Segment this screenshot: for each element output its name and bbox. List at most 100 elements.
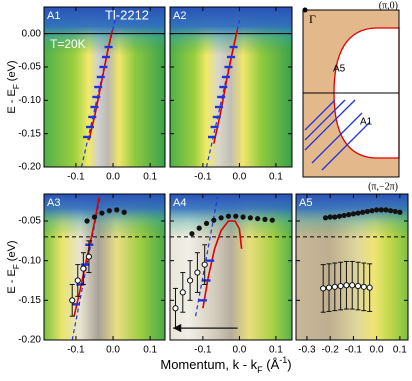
edc-peak (346, 212, 352, 218)
annotation: T=20K (50, 37, 86, 51)
panel-frame (43, 193, 166, 341)
hump-peak (194, 269, 201, 276)
hump-peak (331, 283, 338, 290)
y-axis-label-part: (eV) (6, 60, 18, 84)
y-tick-label: -0.05 (18, 216, 41, 227)
edc-peak (397, 209, 403, 215)
edc-peak (392, 208, 398, 215)
y-tick-label: -0.15 (18, 295, 41, 306)
hump-peak (186, 277, 194, 284)
plot-area (170, 194, 292, 340)
hump-peak (201, 261, 208, 268)
zone-label: (π,0) (379, 0, 398, 11)
edc-peak (269, 217, 275, 223)
intensity-map-top (170, 7, 292, 167)
panel-label: A3 (47, 197, 60, 209)
hump-peak (349, 282, 356, 289)
panel: -0.3 -0.2 -0.1 0.0 0.1 A5 (295, 193, 409, 356)
edc-peak (211, 217, 217, 223)
x-tick-label: 0.1 (393, 345, 407, 356)
plot-area (170, 7, 292, 167)
x-tick-label: 0.1 (143, 172, 157, 183)
hump-peak (337, 282, 344, 290)
cut-lines (304, 99, 371, 171)
panel-label: A2 (173, 10, 186, 22)
y-tick-label: -0.05 (18, 62, 41, 73)
panel-label: A1 (47, 10, 60, 22)
edc-peak (364, 208, 370, 215)
edc-peak (341, 212, 347, 219)
zone-label: (π,−2π) (368, 181, 398, 192)
y-tick-label: -0.10 (18, 95, 41, 106)
hump-peak (85, 253, 93, 260)
edc-peak (240, 214, 246, 220)
x-axis-label-part: ) (287, 357, 291, 372)
plot-area (44, 194, 165, 340)
y-axis-label-part: F (12, 264, 21, 269)
y-axis-label-part: E - E (6, 269, 18, 293)
edc-peak (99, 210, 105, 216)
panel-label: A5 (299, 197, 312, 209)
hump-peak (320, 285, 327, 292)
edc-peak (203, 220, 210, 226)
edc-peak (360, 209, 366, 215)
edc-peak (262, 216, 268, 222)
dispersion-line (88, 30, 114, 141)
edc-peak (91, 214, 98, 220)
y-axis-label: E - EF (eV) (6, 240, 21, 293)
edc-peak (355, 210, 361, 216)
y-axis-label-part: (eV) (6, 240, 18, 264)
intensity-map-top (44, 7, 165, 167)
y-axis-label-part: F (12, 84, 21, 89)
edc-peak (121, 209, 127, 215)
x-tick-label: -0.1 (194, 172, 212, 183)
hump-peak (366, 284, 373, 291)
edc-peak (225, 213, 232, 219)
y-tick-label: -0.15 (18, 128, 41, 139)
edc-peak (189, 231, 195, 237)
hump-peak (74, 277, 81, 284)
panel: -0.1 0.0 0.1 A2 (169, 6, 293, 183)
y-tick-label: -0.10 (18, 255, 41, 266)
x-tick-label: -0.2 (322, 345, 340, 356)
x-tick-label: 0.0 (370, 345, 384, 356)
hump-peak (172, 305, 179, 312)
x-axis-label-part: Momentum, k - k (160, 357, 257, 372)
x-axis-label-part: F (257, 365, 263, 375)
gamma-point (302, 7, 308, 13)
panel-frame (169, 6, 293, 168)
x-tick-label: -0.1 (67, 172, 85, 183)
y-axis-label-part: E - E (6, 89, 18, 113)
edc-peak (336, 213, 343, 219)
hump-peak (69, 297, 76, 304)
edc-peak (233, 213, 239, 219)
x-tick-label: 0.0 (106, 345, 120, 356)
panel: -0.1 0.0 0.1 -0.05 -0.10 -0.15 -0.20 A3 E - EF (… (6, 193, 166, 356)
x-tick-label: 0.1 (269, 172, 283, 183)
x-axis-label-part: (Å (263, 357, 280, 372)
hump-peak (343, 282, 350, 289)
y-tick-label: -0.20 (18, 162, 41, 173)
edc-peak (383, 207, 389, 213)
zone-label: Γ (309, 12, 316, 26)
y-tick-label: -0.20 (18, 335, 41, 346)
zone-frame (302, 9, 400, 178)
x-tick-label: 0.0 (232, 345, 246, 356)
edc-peak (218, 215, 224, 221)
edc-peak (378, 207, 384, 213)
panel: -0.1 0.0 0.1 A4 Momentum, k - kF (Å-1) (160, 193, 293, 375)
x-tick-label: 0.1 (143, 345, 157, 356)
x-tick-label: 0.0 (106, 172, 120, 183)
dispersion-line (202, 220, 243, 309)
edc-peak (114, 207, 120, 213)
edc-peak (374, 207, 380, 213)
edc-peak (332, 214, 338, 220)
panel-frame (169, 193, 293, 341)
edc-peak (106, 208, 112, 214)
edc-peak (196, 225, 202, 231)
x-tick-label: 0.1 (269, 345, 283, 356)
hump-peak (360, 283, 367, 290)
panel-frame (43, 6, 166, 168)
edc-peak (350, 211, 356, 217)
